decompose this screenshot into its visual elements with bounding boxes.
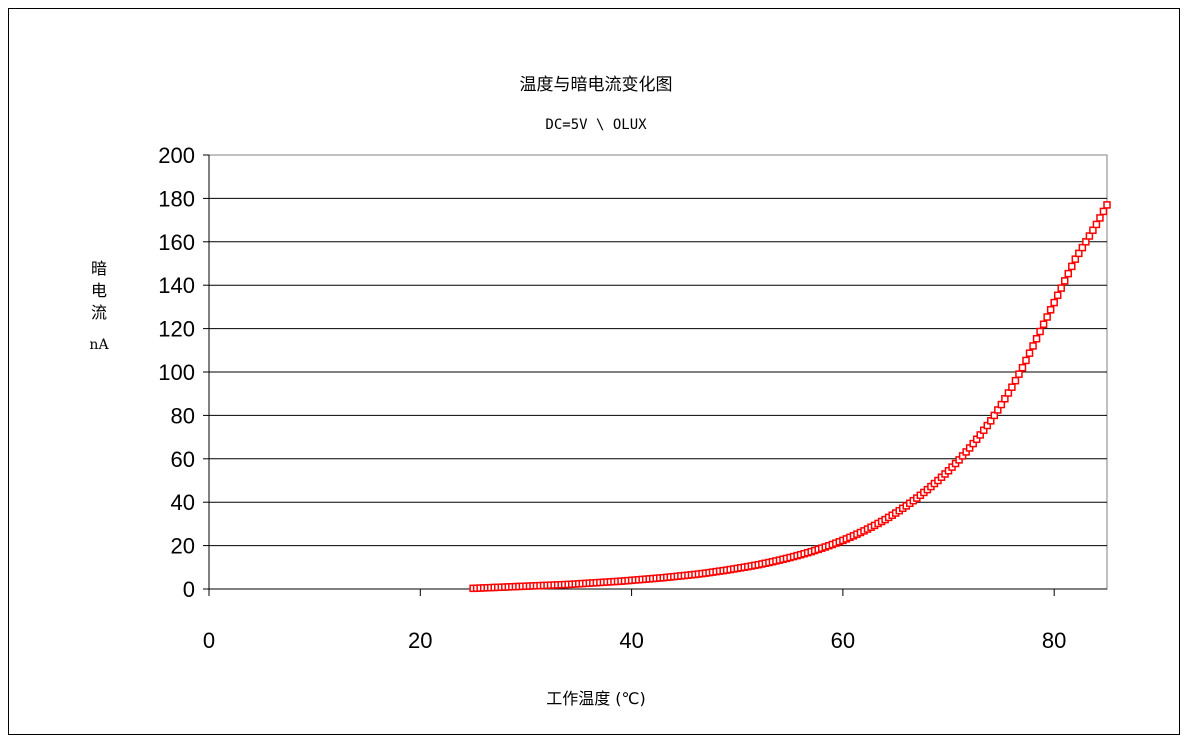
y-tick-label: 180 — [158, 186, 195, 211]
data-point — [1046, 306, 1055, 314]
data-point — [1022, 356, 1030, 365]
x-tick-label: 80 — [1042, 628, 1066, 653]
x-tick-label: 0 — [203, 628, 215, 653]
x-tick-label: 40 — [619, 628, 643, 653]
data-point — [1057, 284, 1065, 292]
data-point — [1018, 363, 1027, 372]
y-tick-label: 120 — [158, 317, 195, 342]
data-point — [1060, 277, 1069, 285]
y-tick-label: 20 — [171, 534, 195, 559]
y-tick-label: 40 — [171, 490, 195, 515]
y-axis-unit: nA — [89, 337, 109, 353]
data-point — [1096, 214, 1104, 222]
data-point — [1039, 320, 1048, 329]
y-tick-label: 60 — [171, 447, 195, 472]
data-point — [1053, 291, 1062, 300]
y-tick-label: 80 — [171, 403, 195, 428]
data-point — [1025, 349, 1034, 357]
data-point — [1043, 313, 1051, 321]
data-point — [1011, 376, 1020, 385]
y-tick-label: 160 — [158, 230, 195, 255]
y-tick-label: 200 — [158, 143, 195, 168]
data-point — [1092, 220, 1101, 229]
data-point — [1015, 370, 1023, 378]
data-point — [1103, 201, 1111, 209]
x-axis-label: 工作温度 (℃) — [546, 689, 646, 708]
y-tick-label: 100 — [158, 360, 195, 385]
x-tick-label: 20 — [408, 628, 432, 653]
chart-title: 温度与暗电流变化图 — [519, 75, 673, 95]
y-axis-label: 暗电流 nA — [84, 258, 114, 356]
data-point — [1029, 342, 1037, 350]
data-point — [1036, 327, 1044, 336]
y-tick-label: 140 — [158, 273, 195, 298]
x-tick-label: 60 — [831, 628, 855, 653]
data-point — [1032, 334, 1041, 343]
y-tick-label: 0 — [183, 577, 195, 602]
data-point — [1008, 383, 1016, 391]
data-point — [1068, 262, 1076, 271]
data-point — [1064, 269, 1073, 278]
y-axis-title: 暗电流 — [90, 259, 107, 322]
data-point — [1099, 207, 1108, 216]
chart-subtitle: DC=5V \ OLUX — [545, 117, 647, 133]
data-point — [1050, 298, 1058, 307]
